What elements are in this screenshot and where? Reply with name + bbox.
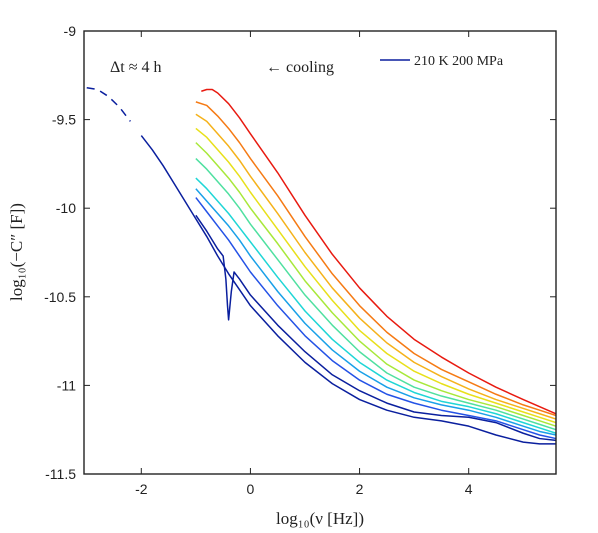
x-tick-label: 2 (356, 481, 364, 497)
y-tick-label: -11.5 (45, 466, 76, 482)
series-line-3 (195, 188, 557, 436)
x-axis-label: log₁₀(ν [Hz]) (276, 509, 364, 528)
legend-entry-label: 210 K 200 MPa (414, 54, 504, 69)
plot-frame (83, 30, 557, 475)
x-tick-label: -2 (135, 481, 148, 497)
series-line-9 (195, 101, 557, 417)
y-axis-label: log₁₀(−C″ [F]) (7, 203, 26, 301)
y-tick-label: -10 (56, 200, 76, 216)
x-tick-label: 0 (247, 481, 255, 497)
series-line-7 (195, 127, 557, 424)
series-line-8 (195, 113, 557, 420)
series-line-6 (195, 142, 557, 427)
cooling-annotation: ← cooling (266, 59, 334, 76)
series-line-dashed-0 (86, 86, 131, 122)
ticks-layer: -2 0 2 4 -9 -9.5 -10 -10.5 -11 -11.5 (44, 23, 556, 497)
series-line-1 (195, 214, 557, 442)
y-tick-label: -11 (57, 377, 76, 393)
dt-annotation: Δt ≈ 4 h (110, 59, 162, 76)
series-line-4 (195, 177, 557, 434)
y-tick-label: -10.5 (44, 289, 76, 305)
series-line-0 (140, 135, 556, 445)
y-tick-label: -9 (64, 23, 77, 39)
series-line-10 (201, 88, 557, 415)
legend: 210 K 200 MPa (380, 54, 504, 69)
series-layer (86, 86, 557, 445)
x-tick-label: 4 (465, 481, 473, 497)
series-line-5 (195, 158, 557, 431)
y-tick-label: -9.5 (52, 112, 76, 128)
series-line-2 (195, 197, 557, 440)
